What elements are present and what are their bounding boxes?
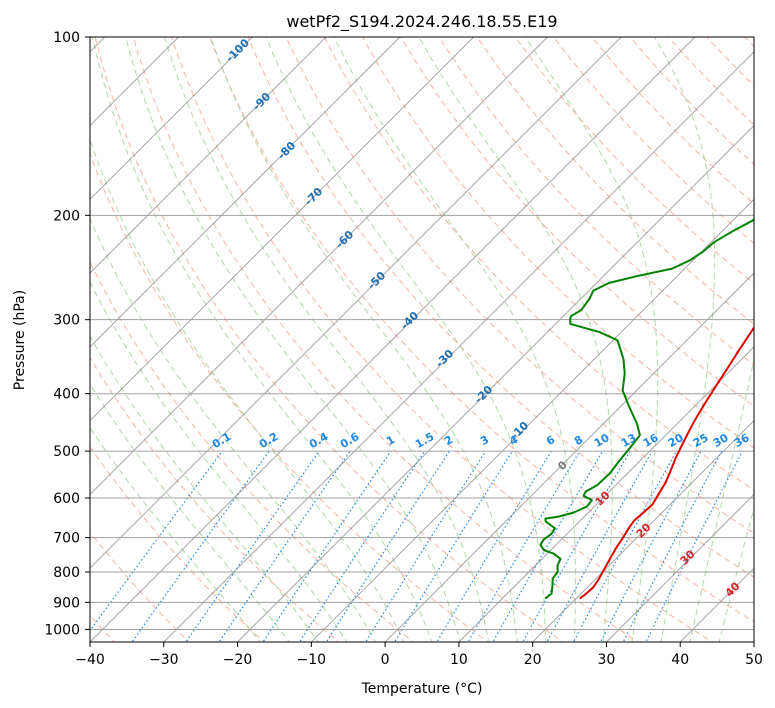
y-axis-label: Pressure (hPa) [12,290,28,390]
x-tick-label: −30 [149,652,179,668]
y-tick-label: 1000 [44,622,80,638]
plot-frame [89,36,755,643]
temperature-line [579,325,754,600]
x-tick-label: 0 [381,652,390,668]
dry-adiabat [90,260,415,642]
x-tick-label: −40 [75,652,105,668]
isotherm [532,419,754,642]
chart-title: wetPf2_S194.2024.246.18.55.E19 [286,12,557,32]
mixing-ratio-line [218,450,351,642]
y-tick-label: 300 [53,313,80,329]
mixing-ratio-line [572,450,677,642]
mixing-ratio-line [298,450,426,642]
y-tick-label: 900 [53,595,80,611]
isotherm [90,37,253,201]
isotherm [90,37,475,422]
dewpoint-line [539,217,754,600]
y-tick-label: 400 [53,387,80,403]
mixing-ratio-line [90,450,223,632]
y-tick-label: 800 [53,565,80,581]
x-tick-label: 20 [524,652,542,668]
isotherm [237,124,754,642]
isotherm [606,493,754,642]
x-tick-label: −20 [223,652,253,668]
isotherm [90,37,327,274]
mixing-ratio-line [467,450,581,642]
dry-adiabat [90,152,490,642]
isotherm [163,51,754,642]
mixing-ratio-line [599,450,702,642]
y-tick-label: 600 [53,491,80,507]
chart-series [539,217,754,600]
y-tick-label: 500 [53,444,80,460]
mixing-ratio-line [325,450,450,642]
x-tick-label: −10 [297,652,327,668]
chart-axes: −40 −30 −20 −10 0 10 20 30 40 50 100 200 300 400 500 60… [44,30,763,668]
mixing-ratio-line [622,450,723,642]
x-tick-label: 30 [598,652,616,668]
moist-adiabat [90,217,376,642]
isotherm [384,272,754,642]
x-tick-label: 40 [671,652,689,668]
mixing-ratio-line [393,450,513,642]
isotherm [458,346,754,642]
dry-adiabat [514,37,754,285]
chart-grid [90,37,754,642]
isotherm [90,37,548,496]
mixing-ratio-line [262,450,392,642]
isotherm [90,37,696,642]
x-tick-label: 50 [745,652,763,668]
y-tick-label: 200 [53,208,80,224]
y-tick-label: 700 [53,531,80,547]
isotherm [90,37,401,348]
mixing-ratio-line [185,450,320,642]
x-axis-label: Temperature (°C) [361,681,483,697]
isotherm [90,37,622,569]
mixing-ratio-line [131,450,270,642]
x-tick-label: 10 [450,652,468,668]
y-tick-label: 100 [53,30,80,46]
